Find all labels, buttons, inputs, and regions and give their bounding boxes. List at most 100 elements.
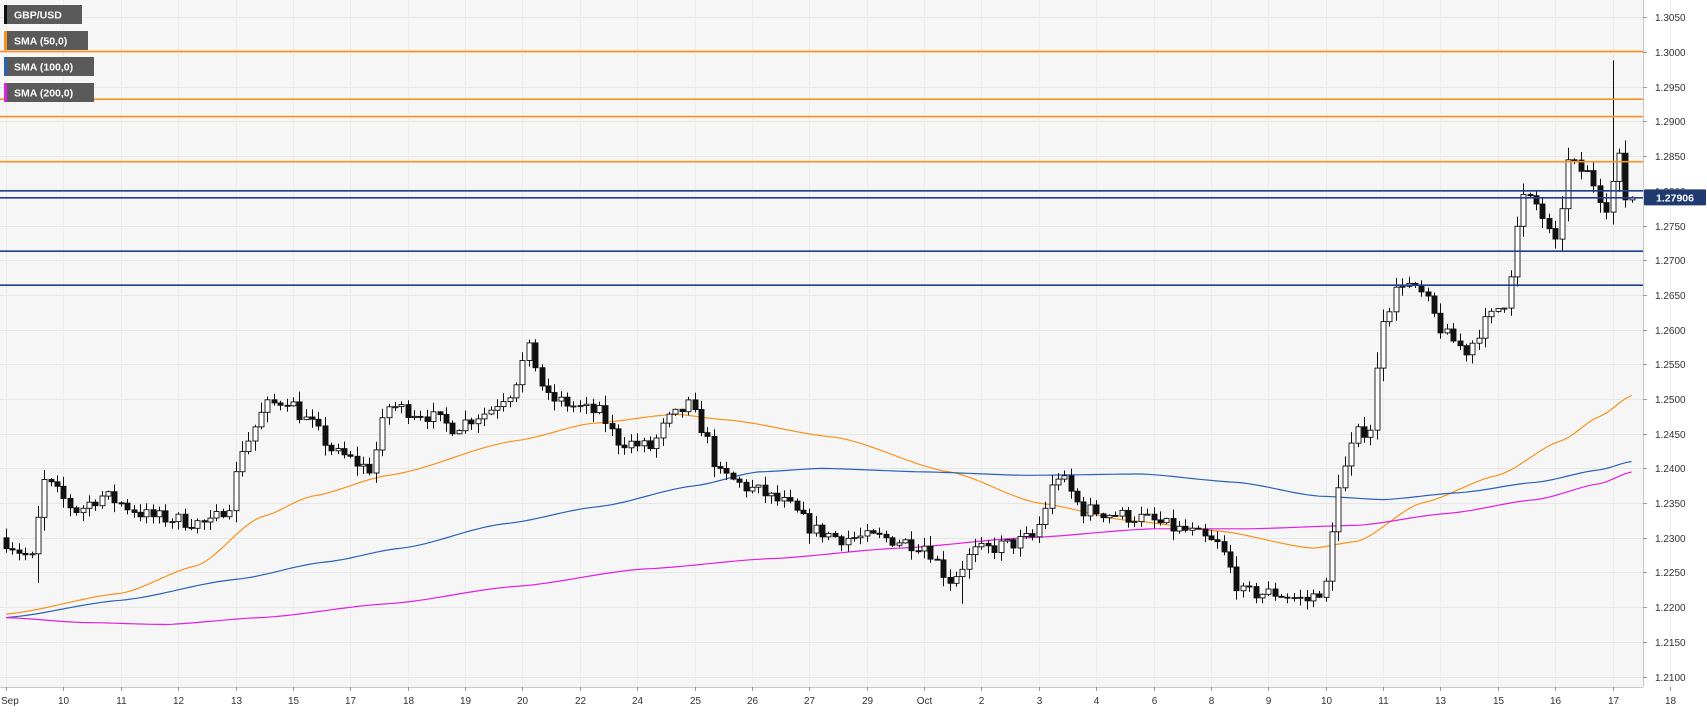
candle-bullish [1329,531,1336,582]
y-tick-label: 1.2400 [1655,464,1686,475]
x-tick-label: 15 [288,696,300,707]
candle-bullish [1380,321,1387,369]
candle-bullish [526,342,533,361]
candle-bullish [398,404,405,408]
candle-bearish [1284,596,1291,599]
candle-bearish [551,392,558,402]
candle-bullish [857,535,864,539]
candle-bearish [717,466,724,469]
y-tick-label: 1.2300 [1655,534,1686,545]
candle-bearish [806,513,813,534]
y-tick-label: 1.2350 [1655,499,1686,510]
candle-bearish [315,418,322,427]
candle-bearish [602,405,609,424]
candle-bullish [488,409,495,415]
candle-bullish [921,545,928,552]
candle-bullish [1386,311,1393,323]
candle-bullish [1367,429,1374,438]
candle-bullish [194,520,201,529]
legend-box [4,5,82,24]
candle-bullish [430,411,437,422]
candle-bearish [985,542,992,547]
candle-bullish [755,484,762,488]
candle-bullish [290,401,297,407]
legend-label: GBP/USD [14,10,62,22]
candle-bullish [628,440,635,449]
candle-bearish [590,403,597,414]
candle-bullish [1355,426,1362,444]
candle-bullish [1584,170,1591,173]
candle-bearish [437,411,444,416]
candle-bearish [449,422,456,435]
last-price-label: 1.27906 [1656,192,1694,204]
y-tick-label: 1.2100 [1655,673,1686,684]
candle-bearish [131,509,138,513]
x-tick-label: 29 [862,696,874,707]
candle-bullish [481,413,488,420]
candle-bearish [73,507,80,514]
candle-bearish [819,524,826,538]
candle-bearish [92,501,99,507]
candle-bearish [1182,525,1189,531]
candle-bearish [794,500,801,511]
y-tick-label: 1.3000 [1655,48,1686,59]
legend-box [4,31,88,50]
candle-bullish [233,471,240,512]
candle-bullish [1240,585,1247,592]
y-tick-label: 1.2550 [1655,360,1686,371]
candle-bearish [111,491,118,504]
x-tick-label: 17 [345,696,357,707]
y-tick-label: 1.3050 [1655,13,1686,24]
candle-bearish [405,404,412,418]
candle-bullish [519,360,526,386]
candle-bearish [711,435,718,468]
candle-bullish [1444,328,1451,334]
candle-bullish [1342,465,1349,489]
candle-bearish [1546,218,1553,230]
candle-bullish [1610,180,1617,213]
candle-bullish [1131,521,1138,524]
candle-bearish [1622,152,1629,201]
candle-bearish [532,342,539,369]
candle-bullish [500,401,507,408]
candle-bullish [978,542,985,548]
candle-bearish [1233,566,1240,592]
candle-bearish [1093,504,1100,515]
x-tick-label: 11 [1378,696,1389,707]
candle-bearish [1304,596,1311,602]
candle-bearish [1253,586,1260,599]
x-tick-label: 8 [1209,696,1215,707]
candle-bullish [596,405,603,414]
y-tick-label: 1.2650 [1655,291,1686,302]
x-tick-label: 13 [231,696,243,707]
candle-bullish [1374,367,1381,431]
x-tick-label: 9 [1266,696,1272,707]
candle-bearish [118,502,125,505]
x-tick-label: 10 [58,696,70,707]
candle-bullish [1508,276,1515,309]
candle-bullish [1335,487,1342,533]
candle-bearish [1272,588,1279,597]
candle-bearish [277,402,284,406]
candle-bearish [832,532,839,538]
legend-label: SMA (100,0) [14,62,73,74]
candle-bullish [373,449,380,474]
candle-bearish [1533,195,1540,205]
x-tick-label: 25 [690,696,702,707]
candle-bearish [1527,194,1534,197]
candle-bullish [239,451,246,473]
x-tick-label: 18 [1665,696,1677,707]
candle-bearish [800,509,807,515]
x-tick-label: 17 [1608,696,1620,707]
candle-bullish [966,554,973,570]
candle-bearish [60,485,67,499]
candle-bullish [902,539,909,544]
candle-bearish [1457,340,1464,347]
candle-bearish [1463,345,1470,356]
candle-bearish [1539,203,1546,219]
candle-bearish [609,423,616,430]
candle-bearish [1010,539,1017,549]
candle-bearish [150,509,157,518]
